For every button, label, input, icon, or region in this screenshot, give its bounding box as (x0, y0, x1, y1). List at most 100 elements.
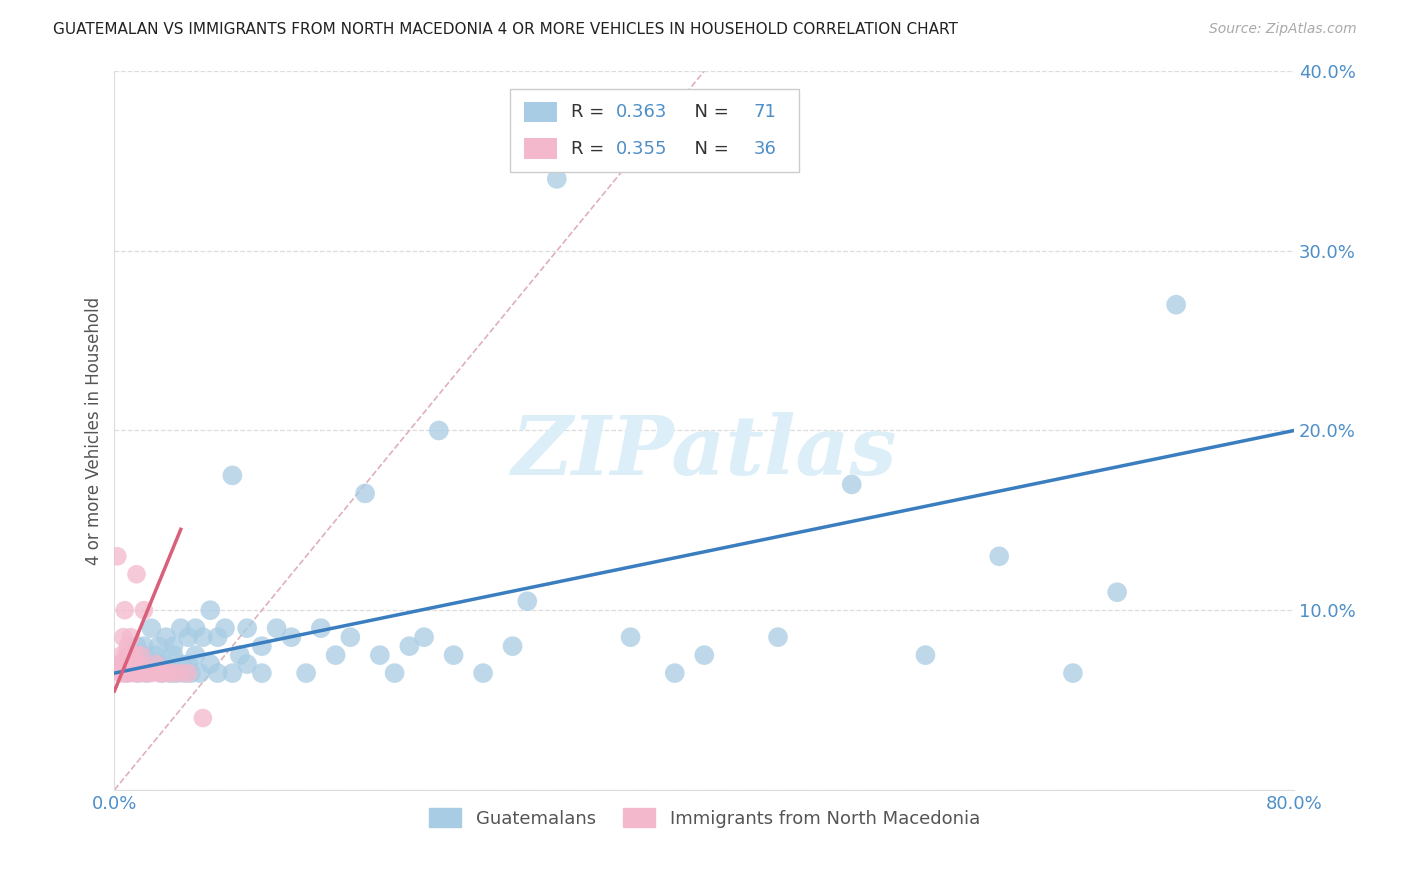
Point (619, 630, 641, 644)
Point (170, 666, 193, 681)
Point (766, 630, 789, 644)
Point (200, 603, 222, 617)
Point (148, 666, 170, 681)
Point (128, 657, 150, 672)
Point (165, 666, 187, 681)
Point (115, 657, 138, 672)
Point (177, 666, 200, 681)
Point (127, 666, 149, 681)
Point (141, 621, 163, 635)
Point (148, 657, 170, 672)
Point (118, 648, 141, 662)
Point (664, 666, 686, 681)
Point (250, 666, 273, 681)
Point (413, 630, 436, 644)
Point (145, 657, 167, 672)
Point (141, 657, 163, 672)
Point (368, 648, 391, 662)
Point (207, 630, 229, 644)
Point (184, 648, 207, 662)
Point (191, 711, 214, 725)
FancyBboxPatch shape (509, 89, 799, 171)
Point (325, 648, 347, 662)
Point (129, 648, 152, 662)
Point (841, 477, 863, 491)
Text: ZIPatlas: ZIPatlas (512, 412, 897, 492)
Point (339, 630, 361, 644)
FancyBboxPatch shape (524, 102, 557, 122)
Point (135, 666, 157, 681)
Point (156, 666, 179, 681)
Point (384, 666, 406, 681)
Point (170, 621, 193, 635)
Point (229, 648, 252, 662)
Point (221, 666, 243, 681)
Point (111, 648, 134, 662)
Point (124, 648, 146, 662)
Point (114, 603, 136, 617)
Point (108, 657, 131, 672)
FancyBboxPatch shape (524, 138, 557, 159)
Point (117, 639, 139, 653)
Point (111, 666, 134, 681)
Point (120, 630, 142, 644)
Point (117, 666, 139, 681)
Legend: Guatemalans, Immigrants from North Macedonia: Guatemalans, Immigrants from North Maced… (422, 801, 987, 835)
Point (214, 621, 236, 635)
Text: 71: 71 (754, 103, 776, 121)
Point (132, 648, 155, 662)
Point (502, 639, 524, 653)
Point (125, 639, 148, 653)
Point (115, 666, 138, 681)
Text: 36: 36 (754, 139, 776, 158)
Point (472, 666, 495, 681)
Point (150, 666, 173, 681)
Point (145, 648, 167, 662)
Point (207, 666, 229, 681)
Point (112, 630, 135, 644)
Point (120, 648, 142, 662)
Text: N =: N = (683, 139, 734, 158)
Point (127, 666, 149, 681)
Point (162, 666, 184, 681)
Point (398, 639, 420, 653)
Point (280, 630, 302, 644)
Point (148, 639, 170, 653)
Point (125, 567, 148, 582)
Point (162, 639, 184, 653)
Point (118, 666, 141, 681)
Text: R =: R = (571, 103, 610, 121)
Point (266, 621, 288, 635)
Point (112, 657, 135, 672)
Point (155, 657, 177, 672)
Point (132, 603, 155, 617)
Point (170, 657, 193, 672)
Text: 0.363: 0.363 (616, 103, 668, 121)
Text: Source: ZipAtlas.com: Source: ZipAtlas.com (1209, 22, 1357, 37)
Point (988, 549, 1011, 564)
Point (200, 657, 222, 672)
Point (236, 621, 259, 635)
Point (105, 549, 128, 564)
Point (177, 657, 200, 672)
Point (546, 172, 568, 186)
Point (1062, 666, 1084, 681)
Point (162, 648, 184, 662)
Point (131, 666, 153, 681)
Point (121, 661, 143, 675)
Point (1166, 298, 1188, 312)
Point (155, 630, 177, 644)
Point (184, 621, 207, 635)
Point (516, 594, 538, 608)
Point (427, 424, 450, 438)
Point (174, 666, 197, 681)
Text: 0.355: 0.355 (616, 139, 668, 158)
Point (443, 648, 465, 662)
Point (914, 648, 936, 662)
Point (191, 630, 214, 644)
Point (693, 648, 716, 662)
Point (159, 666, 181, 681)
Text: R =: R = (571, 139, 610, 158)
Point (121, 657, 143, 672)
Point (177, 630, 200, 644)
